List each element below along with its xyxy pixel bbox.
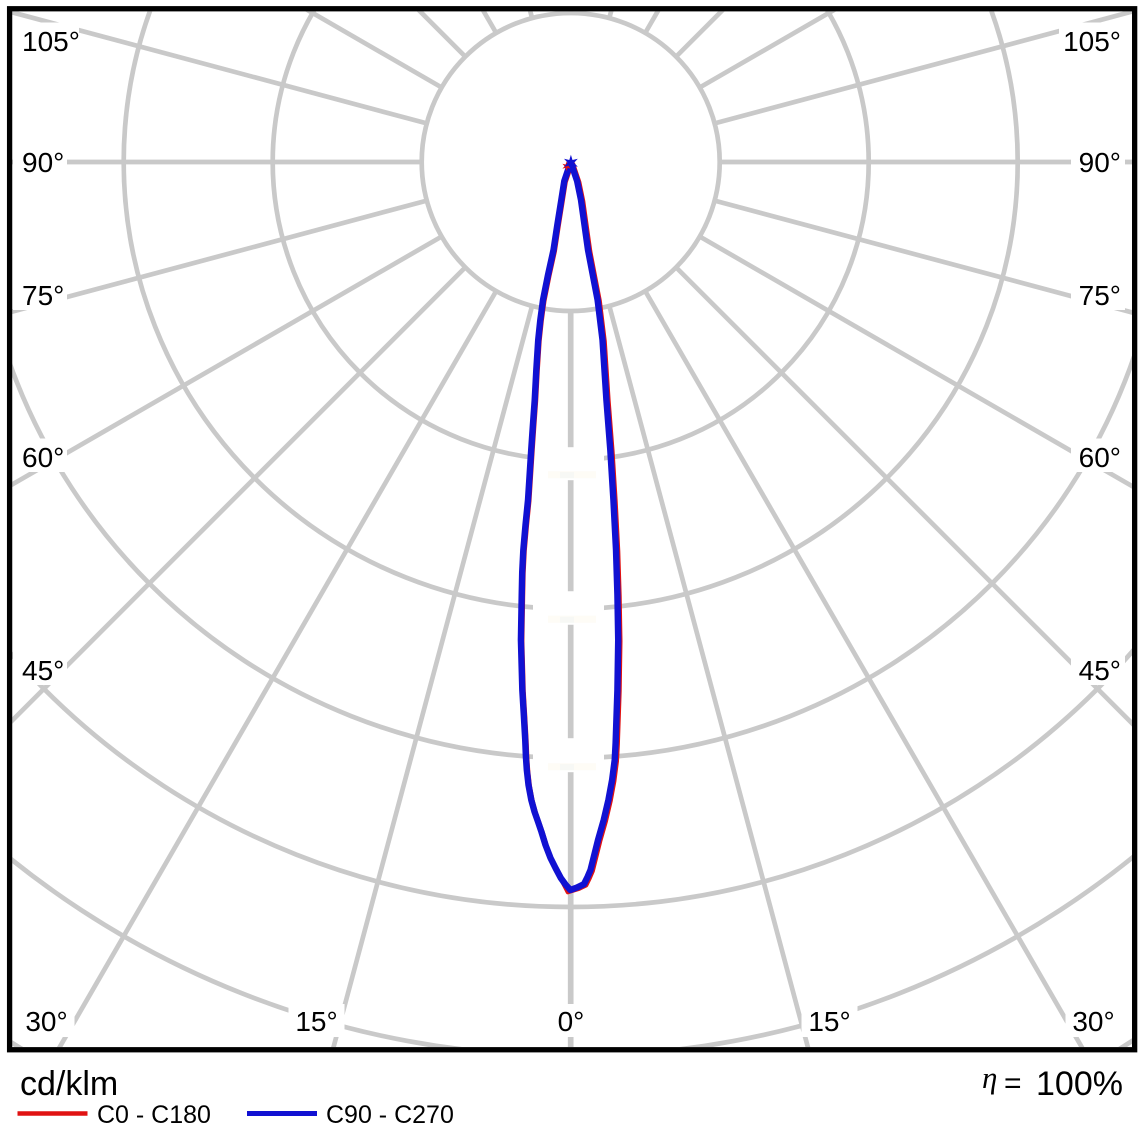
svg-text:45°: 45° (22, 655, 64, 686)
svg-text:0°: 0° (558, 1006, 585, 1037)
svg-text:60°: 60° (1079, 442, 1121, 473)
svg-text:15°: 15° (295, 1006, 337, 1037)
svg-text:90°: 90° (1079, 147, 1121, 178)
svg-text:C0 - C180: C0 - C180 (97, 1101, 211, 1129)
svg-text:75°: 75° (22, 280, 64, 311)
svg-text:=: = (1004, 1067, 1022, 1100)
svg-text:60°: 60° (22, 442, 64, 473)
svg-text:90°: 90° (22, 147, 64, 178)
svg-text:C90 - C270: C90 - C270 (326, 1101, 454, 1129)
svg-text:30°: 30° (25, 1006, 67, 1037)
svg-text:45°: 45° (1079, 655, 1121, 686)
svg-text:cd/klm: cd/klm (20, 1065, 118, 1103)
svg-text:105°: 105° (1063, 26, 1121, 57)
svg-text:105°: 105° (22, 26, 80, 57)
svg-text:η: η (982, 1060, 997, 1095)
svg-text:30°: 30° (1072, 1006, 1114, 1037)
svg-text:15°: 15° (808, 1006, 850, 1037)
svg-text:75°: 75° (1079, 280, 1121, 311)
svg-text:100%: 100% (1036, 1065, 1123, 1103)
